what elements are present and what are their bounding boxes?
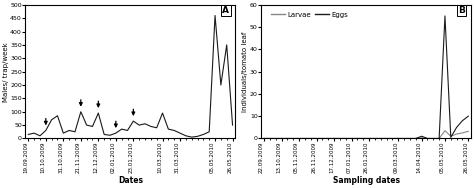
Larvae: [430, 137, 436, 140]
Larvae: [331, 137, 337, 140]
Eggs: [448, 136, 454, 139]
Eggs: [366, 137, 372, 140]
Larvae: [413, 137, 419, 140]
Eggs: [279, 137, 284, 140]
Text: B: B: [458, 6, 465, 15]
Eggs: [343, 137, 348, 140]
Larvae: [372, 137, 378, 140]
Larvae: [425, 137, 430, 140]
Eggs: [267, 137, 273, 140]
Larvae: [360, 137, 366, 140]
Larvae: [395, 137, 401, 140]
Eggs: [460, 120, 465, 122]
Eggs: [390, 137, 395, 140]
Larvae: [308, 137, 314, 140]
X-axis label: Dates: Dates: [118, 176, 143, 185]
Larvae: [460, 132, 465, 134]
Eggs: [302, 137, 308, 140]
Eggs: [419, 135, 424, 137]
Eggs: [360, 137, 366, 140]
Larvae: [326, 137, 331, 140]
Larvae: [319, 137, 325, 140]
Larvae: [378, 137, 383, 140]
Larvae: [267, 137, 273, 140]
Larvae: [291, 137, 296, 140]
Larvae: [384, 137, 390, 140]
Larvae: [436, 137, 442, 140]
Eggs: [355, 137, 360, 140]
Line: Eggs: Eggs: [264, 16, 468, 139]
Eggs: [436, 137, 442, 140]
Eggs: [430, 137, 436, 140]
Eggs: [372, 137, 378, 140]
Larvae: [465, 130, 471, 133]
Larvae: [296, 137, 302, 140]
Larvae: [401, 137, 407, 140]
Eggs: [454, 126, 459, 128]
Y-axis label: Males/ trap/week: Males/ trap/week: [3, 42, 9, 102]
Larvae: [314, 137, 319, 140]
Larvae: [442, 130, 448, 132]
Eggs: [308, 137, 314, 140]
Eggs: [425, 137, 430, 140]
Eggs: [319, 137, 325, 140]
Larvae: [284, 137, 290, 140]
Larvae: [261, 137, 267, 140]
Y-axis label: Individuals/tomato leaf: Individuals/tomato leaf: [242, 31, 248, 112]
Larvae: [355, 137, 360, 140]
Eggs: [337, 137, 343, 140]
Eggs: [296, 137, 302, 140]
Eggs: [407, 137, 413, 140]
Eggs: [331, 137, 337, 140]
Eggs: [261, 137, 267, 140]
Eggs: [349, 137, 355, 140]
Eggs: [384, 137, 390, 140]
Larvae: [454, 133, 459, 135]
Larvae: [390, 137, 395, 140]
Text: A: A: [222, 6, 229, 15]
Legend: Larvae, Eggs: Larvae, Eggs: [269, 10, 350, 20]
Larvae: [419, 137, 424, 139]
Larvae: [337, 137, 343, 140]
Eggs: [401, 137, 407, 140]
Eggs: [291, 137, 296, 140]
Larvae: [448, 135, 454, 137]
Eggs: [284, 137, 290, 140]
Eggs: [314, 137, 319, 140]
Larvae: [302, 137, 308, 140]
X-axis label: Sampling dates: Sampling dates: [333, 176, 400, 185]
Larvae: [349, 137, 355, 140]
Eggs: [273, 137, 279, 140]
Larvae: [407, 137, 413, 140]
Eggs: [442, 15, 448, 17]
Larvae: [366, 137, 372, 140]
Larvae: [343, 137, 348, 140]
Eggs: [326, 137, 331, 140]
Eggs: [395, 137, 401, 140]
Larvae: [273, 137, 279, 140]
Eggs: [465, 115, 471, 117]
Eggs: [413, 137, 419, 140]
Larvae: [279, 137, 284, 140]
Line: Larvae: Larvae: [264, 131, 468, 139]
Eggs: [378, 137, 383, 140]
